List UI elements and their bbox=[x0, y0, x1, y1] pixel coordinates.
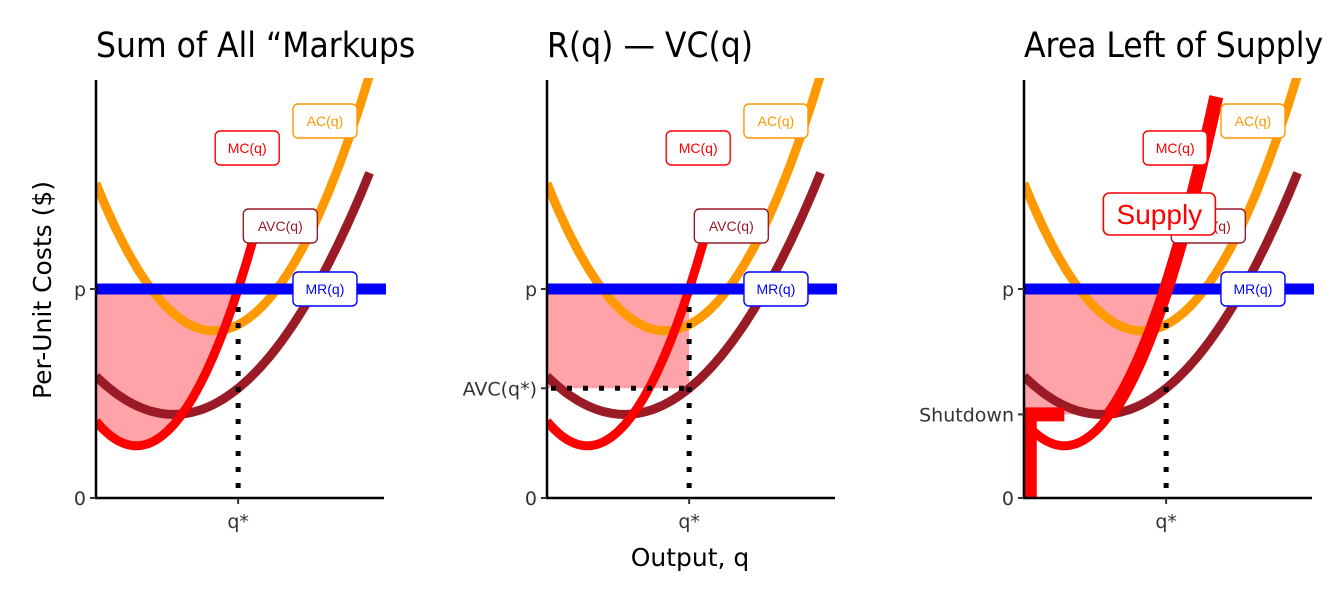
ac-curve bbox=[96, 78, 374, 336]
curve-label-text: AVC(q) bbox=[258, 218, 303, 234]
y-tick-label-avc-q: AVC(q*) bbox=[463, 378, 537, 400]
ac-curve bbox=[1024, 78, 1302, 336]
x-tick-label-q: q* bbox=[227, 511, 249, 533]
supply-label-box bbox=[1102, 192, 1217, 236]
curve-label-mc-q: MC(q) bbox=[214, 130, 280, 166]
y-tick-label-shutdown: Shutdown bbox=[919, 404, 1014, 426]
curve-label-mc-q: MC(q) bbox=[665, 130, 731, 166]
curve-label-box bbox=[693, 208, 770, 244]
x-axis-title: Output, q bbox=[631, 543, 750, 572]
curve-label-text: MR(q) bbox=[1234, 281, 1273, 297]
curve-label-text: MR(q) bbox=[306, 281, 345, 297]
x-tick-label-q: q* bbox=[1155, 511, 1177, 533]
y-axis-title: Per-Unit Costs ($) bbox=[28, 181, 57, 399]
curve-label-text: AC(q) bbox=[1235, 113, 1272, 129]
y-tick-label-p: p bbox=[74, 279, 86, 301]
curve-label-mr-q: MR(q) bbox=[1220, 271, 1286, 307]
surplus-area bbox=[1024, 289, 1167, 415]
mc-curve bbox=[96, 233, 259, 451]
curve-label-box bbox=[743, 271, 809, 307]
curve-label-box bbox=[292, 103, 358, 139]
y-tick-label-0: 0 bbox=[74, 488, 86, 510]
shading-group bbox=[1024, 289, 1167, 415]
y-tick-label-p: p bbox=[525, 279, 537, 301]
supply-label-text: Supply bbox=[1117, 199, 1203, 230]
curve-label-box bbox=[743, 103, 809, 139]
curve-label-box bbox=[1220, 103, 1286, 139]
curve-label-text: MC(q) bbox=[679, 140, 718, 156]
x-tick-label-q: q* bbox=[678, 511, 700, 533]
curve-label-text: AVC(q) bbox=[709, 218, 754, 234]
mc-curve bbox=[547, 233, 710, 451]
chart-title: Area Left of Supply bbox=[1024, 26, 1323, 66]
curve-label-box bbox=[665, 130, 731, 166]
ac-curve bbox=[547, 78, 825, 336]
chart-panel-left-of-supply: Area Left of Supply0Shutdownpq*MC(q)AVC(… bbox=[919, 26, 1323, 533]
chart-title: R(q) — VC(q) bbox=[547, 26, 753, 66]
curve-label-mr-q: MR(q) bbox=[292, 271, 358, 307]
curve-label-avc-q: AVC(q) bbox=[693, 208, 770, 244]
curve-label-ac-q: AC(q) bbox=[292, 103, 358, 139]
curve-label-text: MR(q) bbox=[757, 281, 796, 297]
curve-label-box bbox=[1142, 130, 1208, 166]
chart-panel-revenue-minus-vc: R(q) — VC(q) 0 AVC(q*) p q* MC(q) AVC(q) AC(q) M… bbox=[463, 26, 837, 533]
curve-label-text: MC(q) bbox=[228, 140, 267, 156]
curve-label-avc-q: AVC(q) bbox=[242, 208, 319, 244]
curve-label-text: AC(q) bbox=[758, 113, 795, 129]
curve-label-mr-q: MR(q) bbox=[743, 271, 809, 307]
curve-label-box bbox=[214, 130, 280, 166]
y-tick-label-p: p bbox=[1002, 279, 1014, 301]
chart-title: Sum of All “Markups bbox=[96, 26, 415, 66]
chart-panel-markups: Sum of All “Markups 0 p q* MC(q) AVC(q) AC(q) M… bbox=[74, 26, 415, 533]
curve-label-box bbox=[242, 208, 319, 244]
curve-label-box bbox=[292, 271, 358, 307]
curve-label-box bbox=[1220, 271, 1286, 307]
curve-label-ac-q: AC(q) bbox=[1220, 103, 1286, 139]
curve-label-text: AC(q) bbox=[307, 113, 344, 129]
curve-label-text: MC(q) bbox=[1156, 140, 1195, 156]
y-tick-label-0: 0 bbox=[525, 488, 537, 510]
curve-label-ac-q: AC(q) bbox=[743, 103, 809, 139]
supply-label: Supply bbox=[1102, 192, 1217, 236]
y-tick-label-0: 0 bbox=[1002, 488, 1014, 510]
curve-label-mc-q: MC(q) bbox=[1142, 130, 1208, 166]
